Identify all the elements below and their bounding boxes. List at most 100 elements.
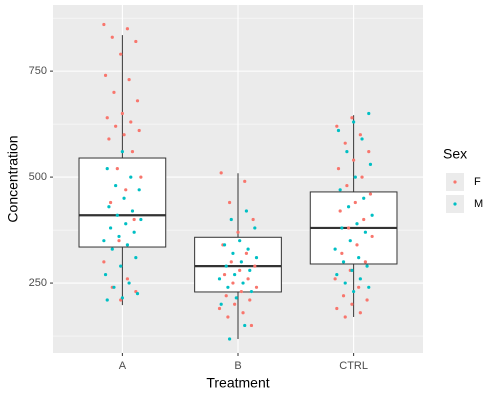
point xyxy=(137,188,141,192)
point xyxy=(132,230,136,234)
box xyxy=(194,236,282,293)
point xyxy=(362,196,366,200)
x-tick-label: CTRL xyxy=(339,360,368,372)
legend-title: Sex xyxy=(443,146,467,162)
point xyxy=(353,200,357,205)
point xyxy=(137,128,141,133)
point xyxy=(346,226,351,230)
point xyxy=(134,256,138,260)
point xyxy=(239,289,243,294)
legend-label: F xyxy=(474,176,481,188)
point xyxy=(222,243,227,247)
point xyxy=(105,116,109,120)
point xyxy=(135,99,140,103)
point xyxy=(243,323,247,328)
point xyxy=(119,264,123,268)
point xyxy=(217,306,222,311)
point xyxy=(244,209,249,213)
point xyxy=(353,175,357,179)
point xyxy=(226,315,230,319)
point xyxy=(231,251,235,255)
point xyxy=(355,222,359,226)
box xyxy=(78,157,167,248)
point xyxy=(367,150,371,154)
point xyxy=(234,296,238,300)
point xyxy=(243,179,247,183)
point xyxy=(346,205,351,209)
point xyxy=(227,200,232,205)
x-tick-label: A xyxy=(119,360,127,372)
point xyxy=(229,260,233,264)
point xyxy=(102,22,106,27)
point xyxy=(219,302,223,306)
point xyxy=(238,268,242,272)
point xyxy=(134,39,138,44)
point xyxy=(125,243,130,247)
point xyxy=(360,175,364,179)
point xyxy=(130,150,135,154)
point xyxy=(335,306,339,311)
point xyxy=(355,243,359,247)
point xyxy=(362,217,366,222)
point xyxy=(102,260,106,264)
point xyxy=(343,141,347,145)
point xyxy=(120,150,124,154)
point xyxy=(368,192,373,196)
y-tick-label: 500 xyxy=(29,171,47,183)
point xyxy=(249,323,254,328)
legend-symbol xyxy=(453,202,457,206)
legend-symbol xyxy=(453,180,457,184)
point xyxy=(244,251,249,255)
point xyxy=(135,292,140,296)
point xyxy=(338,209,342,213)
point xyxy=(107,137,111,141)
point xyxy=(124,188,128,192)
point xyxy=(233,302,237,306)
point xyxy=(231,281,235,285)
point xyxy=(110,35,114,39)
point xyxy=(119,52,123,56)
point xyxy=(105,167,109,171)
point xyxy=(360,137,364,141)
point xyxy=(370,234,374,239)
point xyxy=(226,285,230,289)
point xyxy=(236,230,240,234)
point xyxy=(139,217,143,222)
point xyxy=(117,239,121,243)
point xyxy=(340,226,344,230)
point xyxy=(127,78,131,82)
point xyxy=(352,289,356,294)
point xyxy=(350,116,354,120)
point xyxy=(103,73,108,77)
point xyxy=(139,175,143,179)
point xyxy=(129,120,133,124)
point xyxy=(125,277,130,281)
point xyxy=(348,239,352,243)
point xyxy=(120,296,124,300)
point xyxy=(357,285,361,289)
point xyxy=(127,281,131,285)
point xyxy=(357,256,361,260)
point xyxy=(336,167,341,171)
point xyxy=(239,260,243,264)
point xyxy=(358,311,362,315)
point xyxy=(120,111,124,116)
point xyxy=(238,239,242,243)
point xyxy=(109,200,113,205)
point xyxy=(114,124,118,128)
point xyxy=(340,251,344,255)
point xyxy=(110,247,114,251)
point xyxy=(358,133,362,137)
point xyxy=(251,217,255,222)
point xyxy=(367,111,371,116)
point xyxy=(343,315,347,319)
point xyxy=(249,289,254,294)
point xyxy=(112,285,116,289)
point xyxy=(367,285,371,289)
point xyxy=(335,124,339,128)
point xyxy=(333,277,337,281)
legend-label: M xyxy=(474,198,483,210)
point xyxy=(253,226,257,230)
point xyxy=(363,260,367,264)
